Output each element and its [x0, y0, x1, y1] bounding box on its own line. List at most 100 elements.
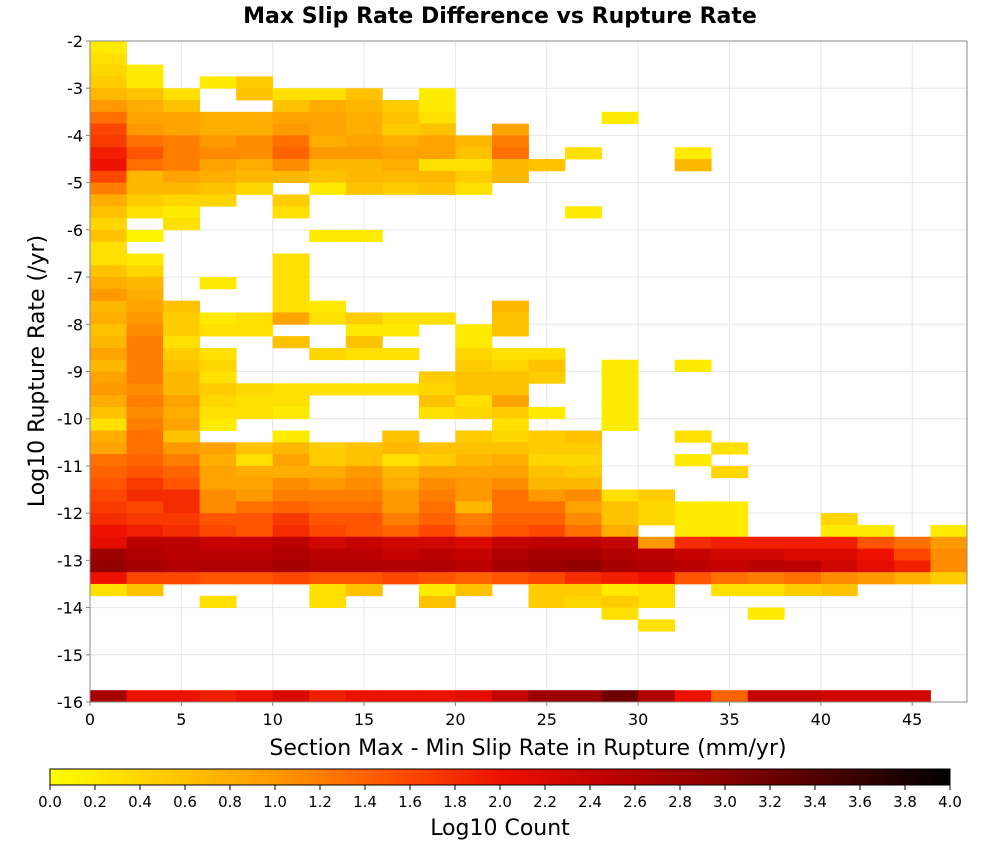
heatmap-cell: [747, 583, 785, 597]
heatmap-cell: [601, 524, 639, 538]
heatmap-cell: [90, 501, 127, 514]
heatmap-cell: [455, 560, 493, 573]
heatmap-cell: [345, 454, 383, 467]
heatmap-cell: [528, 560, 566, 573]
heatmap-cell: [491, 548, 529, 561]
heatmap-cell: [126, 324, 164, 337]
colorbar-tick-label: 2.2: [533, 793, 557, 811]
x-tick-label: 35: [719, 710, 739, 729]
heatmap-cell: [126, 359, 164, 372]
heatmap-cell: [455, 465, 493, 479]
heatmap-cell: [163, 182, 201, 195]
heatmap-cell: [601, 548, 639, 561]
heatmap-cell: [747, 572, 785, 585]
heatmap-cell: [126, 111, 164, 125]
heatmap-cell: [90, 241, 127, 254]
heatmap-cell: [491, 501, 529, 514]
heatmap-cell: [126, 690, 164, 703]
heatmap-cell: [309, 159, 347, 172]
heatmap-cell: [309, 182, 347, 195]
heatmap-cell: [418, 572, 456, 585]
heatmap-cell: [163, 477, 201, 490]
y-tick-label: -5: [67, 174, 83, 193]
heatmap-cell: [199, 324, 237, 337]
heatmap-cell: [528, 690, 566, 703]
heatmap-cell: [90, 583, 127, 597]
heatmap-cell: [784, 690, 822, 703]
heatmap-cell: [309, 477, 347, 490]
y-tick-label: -15: [57, 646, 83, 665]
heatmap-cell: [382, 465, 420, 479]
heatmap-cell: [126, 312, 164, 325]
heatmap-cell: [491, 465, 529, 479]
heatmap-cell: [236, 524, 274, 538]
heatmap-cell: [236, 548, 274, 561]
heatmap-cell: [711, 572, 749, 585]
heatmap-cell: [199, 395, 237, 408]
heatmap-cell: [163, 489, 201, 502]
heatmap-cell: [163, 430, 201, 443]
heatmap-cell: [199, 76, 237, 89]
heatmap-cell: [236, 312, 274, 325]
heatmap-cell: [491, 513, 529, 526]
heatmap-cell: [126, 454, 164, 467]
heatmap-cell: [90, 88, 127, 101]
heatmap-cell: [272, 265, 310, 278]
heatmap-cell: [126, 465, 164, 479]
heatmap-cell: [345, 135, 383, 148]
heatmap-cell: [272, 277, 310, 290]
heatmap-cell: [309, 383, 347, 396]
heatmap-cell: [455, 395, 493, 408]
heatmap-cell: [90, 690, 127, 703]
heatmap-cell: [309, 548, 347, 561]
heatmap-cell: [455, 324, 493, 337]
heatmap-cell: [382, 159, 420, 172]
heatmap-cell: [747, 548, 785, 561]
heatmap-cell: [236, 513, 274, 526]
heatmap-cell: [601, 595, 639, 608]
heatmap-cell: [747, 690, 785, 703]
heatmap-cell: [236, 170, 274, 184]
heatmap-cell: [382, 477, 420, 490]
heatmap-cell: [491, 442, 529, 455]
heatmap-cell: [90, 206, 127, 219]
heatmap-cell: [345, 336, 383, 349]
heatmap-cell: [565, 442, 602, 455]
heatmap-cell: [90, 371, 127, 384]
heatmap-cell: [747, 607, 785, 620]
heatmap-cell: [455, 406, 493, 420]
heatmap-cell: [345, 560, 383, 573]
heatmap-cell: [309, 100, 347, 113]
heatmap-cell: [199, 524, 237, 538]
heatmap-cell: [163, 147, 201, 160]
colorbar-tick-label: 0.6: [173, 793, 197, 811]
heatmap-cell: [345, 88, 383, 101]
heatmap-cell: [784, 572, 822, 585]
colorbar: [49, 768, 951, 786]
heatmap-cell: [418, 501, 456, 514]
heatmap-cell: [382, 572, 420, 585]
heatmap-cell: [491, 489, 529, 502]
heatmap-cell: [90, 454, 127, 467]
heatmap-cell: [491, 300, 529, 313]
heatmap-cell: [199, 501, 237, 514]
heatmap-cell: [418, 159, 456, 172]
heatmap-cell: [345, 572, 383, 585]
heatmap-cell: [126, 336, 164, 349]
heatmap-cell: [601, 501, 639, 514]
heatmap-cell: [236, 454, 274, 467]
colorbar-tick-label: 4.0: [938, 793, 962, 811]
y-axis-ticks: -2 -3 -4 -5 -6 -7 -8 -9 -10 -11 -12 -13 -14 -15 -16: [57, 32, 90, 712]
heatmap-cell: [528, 477, 566, 490]
heatmap-cell: [455, 371, 493, 384]
colorbar-tick-label: 1.6: [398, 793, 422, 811]
heatmap-cell: [90, 253, 127, 266]
heatmap-cell: [455, 690, 493, 703]
heatmap-cell: [930, 536, 968, 549]
heatmap-cell: [455, 170, 493, 184]
heatmap-cell: [90, 336, 127, 349]
heatmap-cell: [309, 123, 347, 136]
heatmap-cell: [528, 359, 566, 372]
heatmap-cell: [418, 477, 456, 490]
heatmap-cell: [711, 501, 749, 514]
